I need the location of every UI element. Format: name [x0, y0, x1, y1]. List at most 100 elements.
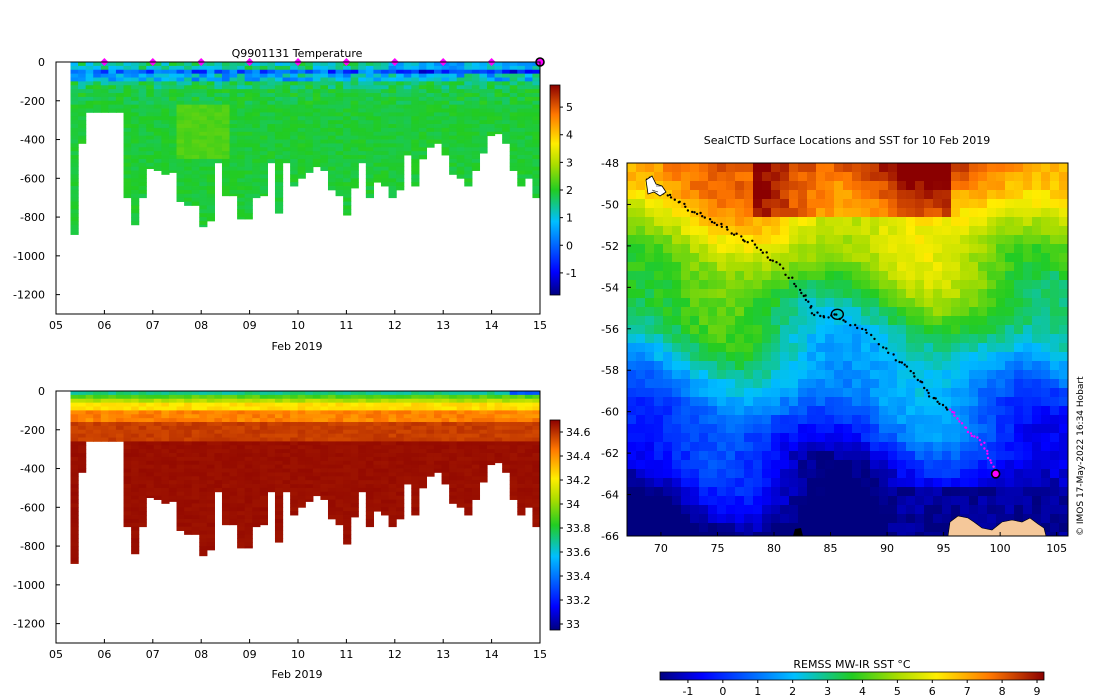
profile-cell [184, 503, 193, 508]
sst-cell [879, 181, 889, 191]
sst-cell [960, 244, 970, 254]
sst-cell [978, 208, 988, 218]
sst-cell [663, 253, 673, 263]
profile-cell [343, 174, 352, 179]
profile-cell [184, 166, 193, 171]
sst-cell [681, 181, 691, 191]
sst-cell [735, 262, 745, 272]
sst-cell [627, 172, 637, 182]
profile-cell [380, 155, 390, 160]
profile-cell [123, 472, 132, 477]
profile-cell [131, 217, 140, 222]
profile-cell [403, 124, 412, 129]
profile-cell [214, 96, 223, 102]
profile-cell [100, 104, 109, 109]
sst-cell [762, 280, 772, 290]
profile-cell [350, 186, 359, 189]
profile-cell [191, 189, 200, 195]
profile-cell [259, 131, 268, 137]
profile-cell [509, 391, 518, 396]
profile-cell [282, 104, 291, 109]
profile-cell [244, 460, 253, 466]
profile-cell [380, 414, 390, 419]
profile-cell [441, 476, 450, 481]
sst-cell [744, 262, 754, 272]
profile-cell [93, 81, 102, 86]
profile-cell [343, 515, 352, 520]
sst-cell [789, 235, 799, 245]
profile-cell [411, 100, 420, 106]
profile-cell [343, 460, 352, 466]
profile-cell [509, 456, 518, 462]
profile-cell [221, 429, 231, 435]
profile-cell [479, 81, 488, 86]
profile-cell [388, 406, 397, 411]
profile-cell [252, 81, 261, 86]
profile-cell [449, 135, 458, 140]
profile-cell [396, 135, 405, 140]
profile-cell [365, 518, 375, 524]
profile-cell [259, 484, 268, 489]
profile-cell [335, 425, 344, 431]
profile-cell [464, 93, 473, 98]
sst-cell [762, 199, 772, 209]
sst-cell [789, 253, 799, 263]
profile-cell [433, 73, 443, 78]
profile-cell [380, 425, 390, 431]
profile-cell [312, 73, 321, 78]
profile-cell [274, 484, 284, 489]
sst-cell [1023, 361, 1033, 371]
profile-cell [517, 116, 526, 121]
profile-cell [411, 147, 420, 152]
profile-cell [70, 89, 79, 94]
profile-cell [259, 453, 268, 458]
profile-cell [532, 89, 540, 94]
sst-cell [879, 289, 889, 299]
profile-cell [471, 139, 481, 144]
sst-cell [1023, 226, 1033, 236]
profile-cell [274, 108, 284, 113]
sst-cell [978, 217, 988, 227]
sst-cell [717, 343, 727, 353]
profile-cell [237, 429, 246, 435]
salinity-x-axis: 05 06 07 08 09 10 11 12 13 14 15 [49, 639, 547, 661]
profile-cell [479, 96, 488, 102]
profile-cell [131, 495, 140, 500]
profile-cell [464, 406, 473, 411]
profile-cell [259, 468, 268, 473]
profile-cell [229, 515, 238, 520]
profile-cell [221, 472, 231, 477]
profile-cell [433, 460, 443, 466]
profile-cell [365, 135, 375, 140]
profile-cell [184, 116, 193, 121]
profile-cell [244, 209, 253, 214]
profile-cell [252, 62, 261, 67]
profile-cell [426, 460, 435, 466]
profile-cell [282, 433, 291, 438]
sst-cell [987, 199, 997, 209]
profile-cell [335, 414, 344, 419]
profile-cell [123, 518, 132, 524]
sst-cell [717, 163, 727, 173]
y-tick-label: -1200 [13, 618, 45, 631]
profile-cell [532, 453, 540, 458]
profile-cell [191, 433, 200, 438]
profile-cell [131, 135, 140, 140]
profile-cell [456, 487, 465, 493]
sst-cell [996, 172, 1006, 182]
profile-cell [509, 460, 518, 466]
profile-cell [290, 453, 299, 458]
profile-cell [267, 69, 276, 75]
sst-cell [645, 352, 655, 362]
sst-cell [762, 361, 772, 371]
profile-cell [108, 418, 117, 423]
profile-cell [153, 147, 162, 152]
sst-cell [753, 271, 763, 281]
sst-cell [690, 334, 700, 344]
profile-cell [335, 143, 344, 148]
profile-cell [327, 472, 337, 477]
profile-cell [464, 151, 473, 156]
profile-cell [502, 456, 511, 462]
sst-cell [825, 244, 835, 254]
profile-cell [441, 402, 450, 407]
